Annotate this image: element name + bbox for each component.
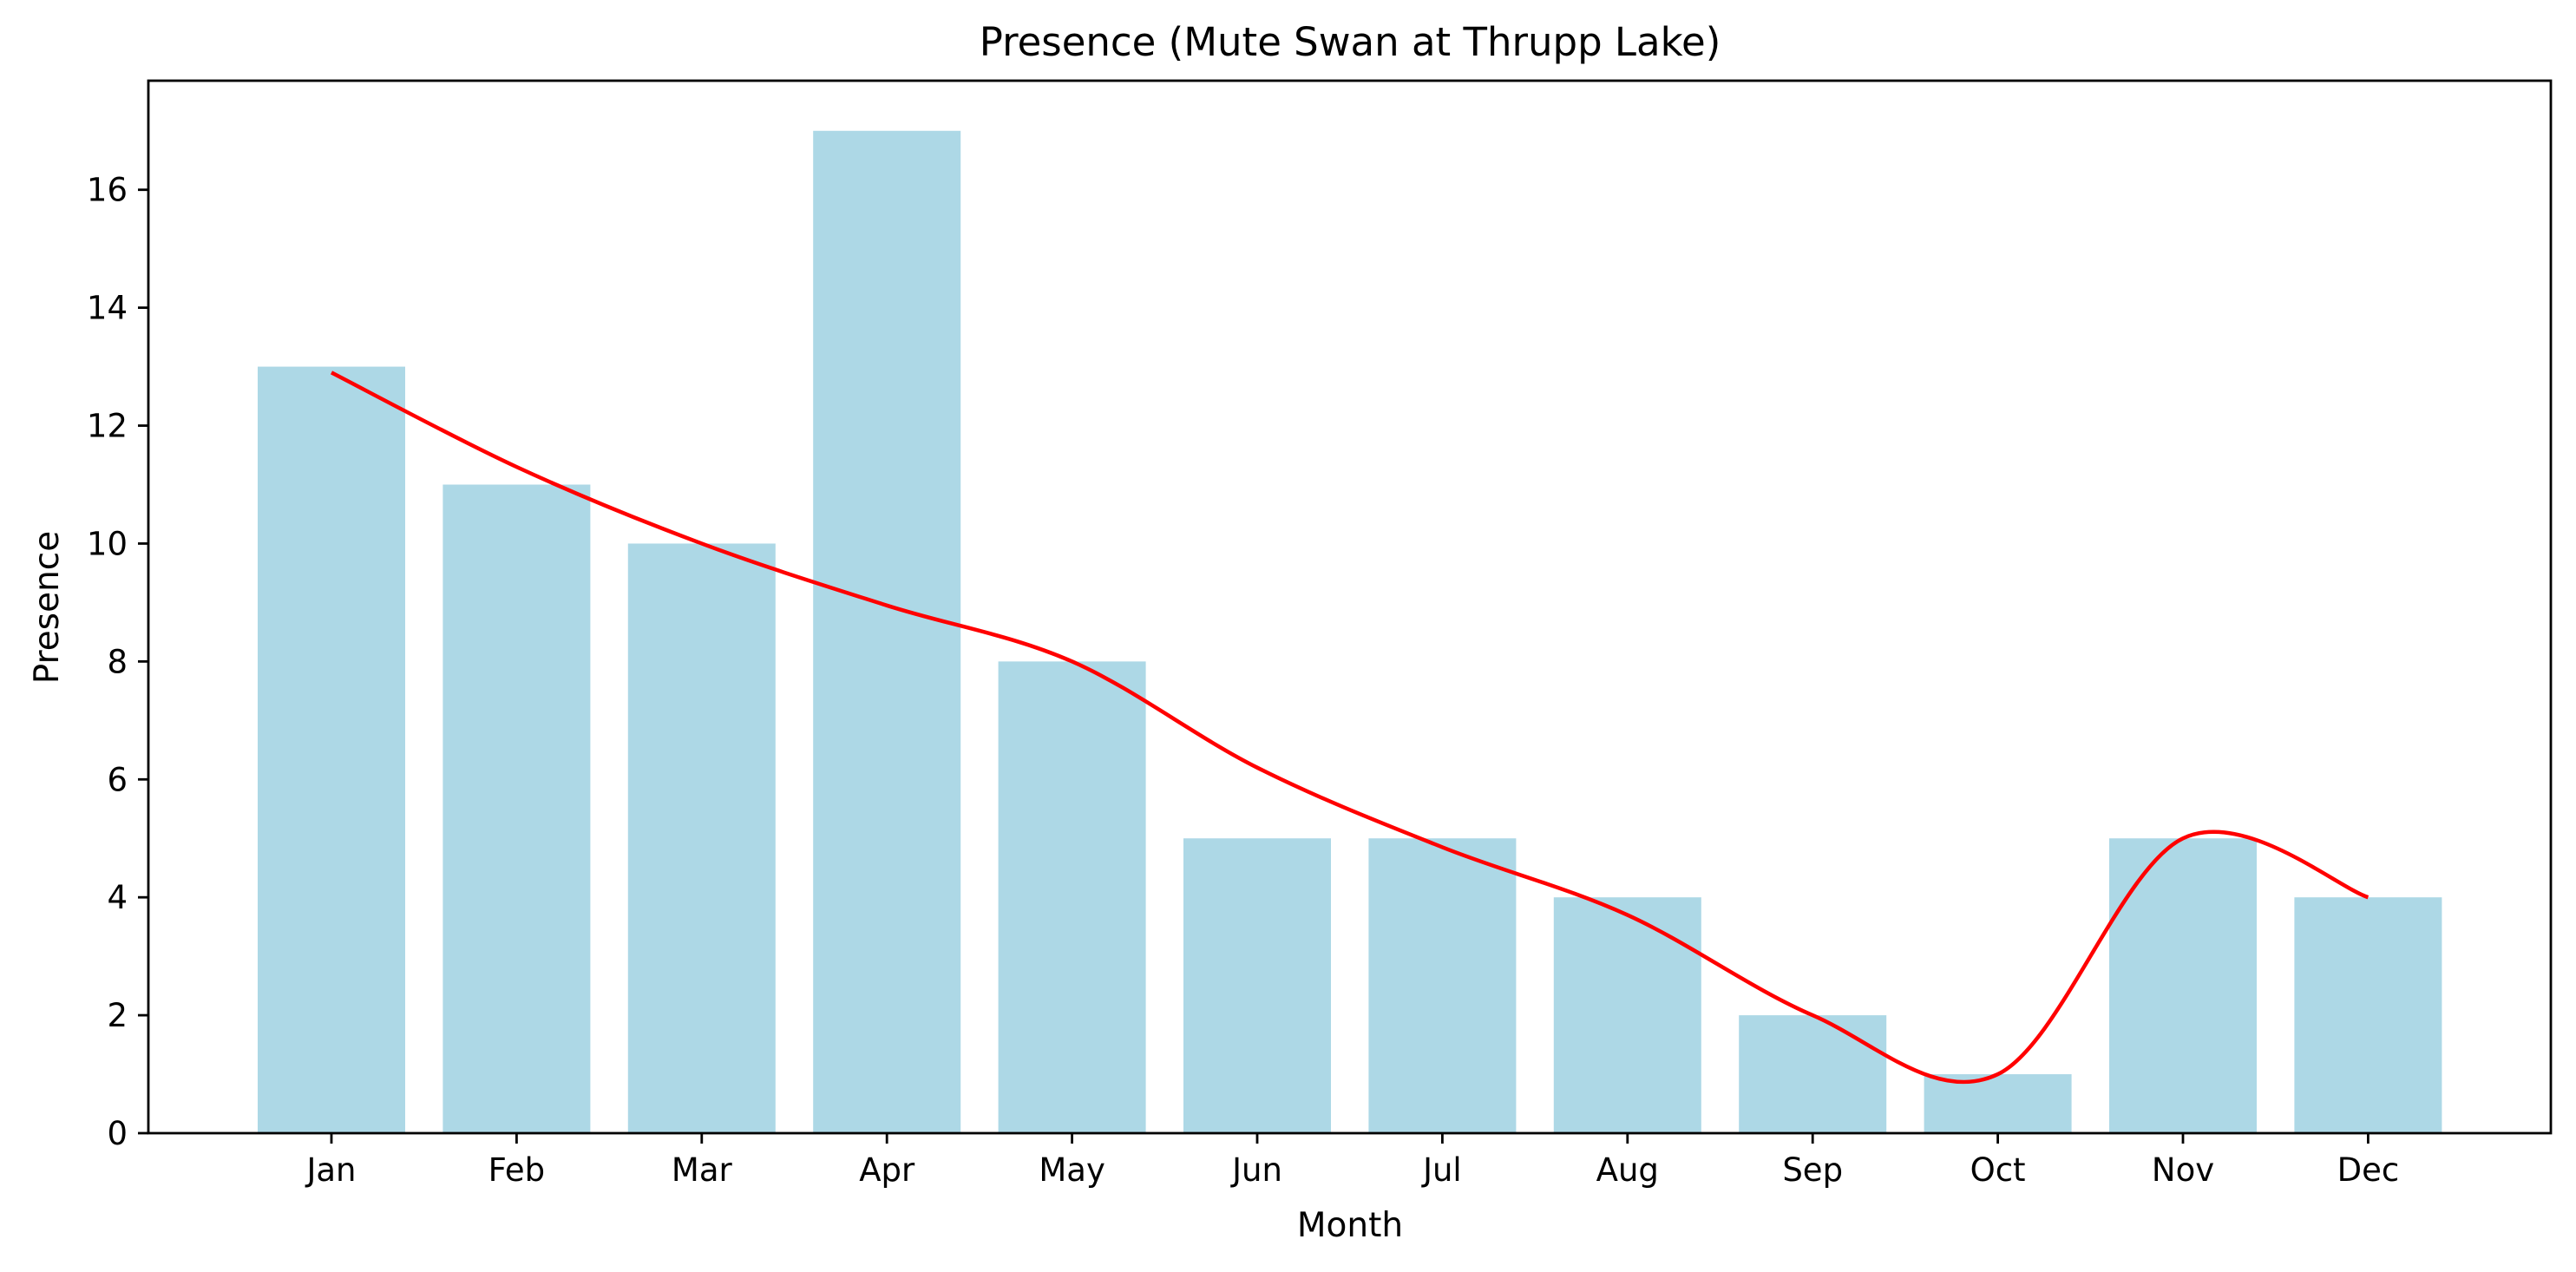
bar-feb bbox=[442, 484, 591, 1133]
y-tick-label: 2 bbox=[107, 997, 128, 1034]
bar-nov bbox=[2109, 838, 2257, 1133]
x-tick-label-sep: Sep bbox=[1782, 1151, 1843, 1189]
x-axis: Jan Feb Mar Apr May Jun Jul Aug Sep Oct Nov Dec bbox=[305, 1133, 2399, 1189]
y-axis-title: Presence bbox=[28, 531, 67, 684]
x-tick-label-apr: Apr bbox=[859, 1151, 915, 1189]
bar-may bbox=[998, 661, 1146, 1133]
chart-title: Presence (Mute Swan at Thrupp Lake) bbox=[980, 19, 1721, 65]
x-tick-label-oct: Oct bbox=[1970, 1151, 2026, 1189]
y-tick-label: 14 bbox=[87, 290, 128, 327]
x-tick-label-jun: Jun bbox=[1230, 1151, 1282, 1189]
bar-aug bbox=[1553, 897, 1701, 1133]
x-tick-label-jan: Jan bbox=[305, 1151, 356, 1189]
x-tick-label-jul: Jul bbox=[1421, 1151, 1462, 1189]
x-tick-label-feb: Feb bbox=[488, 1151, 546, 1189]
bar-dec bbox=[2294, 897, 2442, 1133]
bar-apr bbox=[813, 130, 961, 1133]
y-tick-label: 12 bbox=[87, 408, 128, 445]
y-tick-label: 8 bbox=[107, 643, 128, 680]
x-axis-title: Month bbox=[1297, 1206, 1403, 1245]
trend-line bbox=[330, 370, 2370, 1085]
bar-mar bbox=[627, 543, 776, 1133]
y-tick-label: 10 bbox=[87, 525, 128, 562]
bar-oct bbox=[1924, 1074, 2072, 1133]
x-tick-label-may: May bbox=[1039, 1151, 1105, 1189]
y-tick-label: 16 bbox=[87, 172, 128, 209]
bar-sep bbox=[1739, 1015, 1887, 1133]
y-tick-label: 0 bbox=[107, 1115, 128, 1152]
plot-frame bbox=[147, 79, 2553, 1135]
y-tick-label: 6 bbox=[107, 761, 128, 798]
x-tick-label-dec: Dec bbox=[2337, 1151, 2400, 1189]
x-tick-label-aug: Aug bbox=[1596, 1151, 1659, 1189]
x-tick-label-nov: Nov bbox=[2152, 1151, 2214, 1189]
bar-jun bbox=[1183, 838, 1331, 1133]
y-axis: 0 2 4 6 8 10 12 14 16 bbox=[87, 172, 148, 1152]
bar-jul bbox=[1368, 838, 1517, 1133]
bar-jan bbox=[258, 366, 405, 1133]
bar-group bbox=[258, 130, 2442, 1133]
y-tick-label: 4 bbox=[107, 879, 128, 916]
x-tick-label-mar: Mar bbox=[672, 1151, 733, 1189]
